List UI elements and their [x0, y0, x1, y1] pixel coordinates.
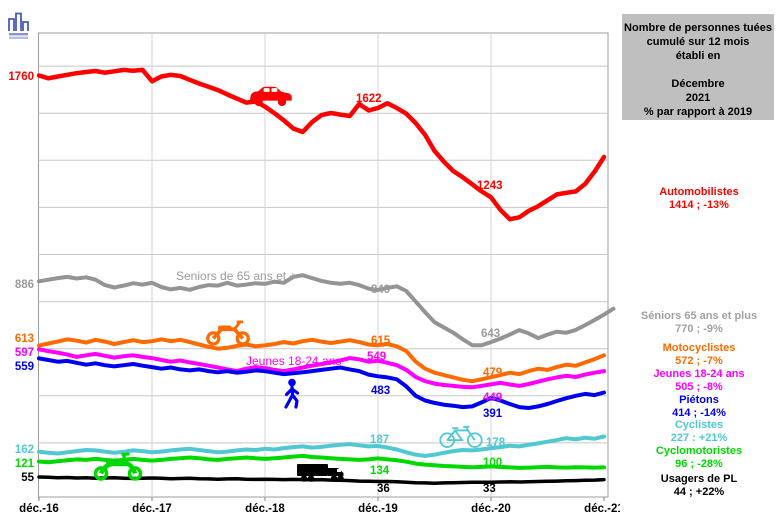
annotation-849: 849 [371, 284, 390, 296]
side-panel: Nombre de personnes tuées cumulé sur 12 … [620, 0, 778, 521]
annotation-483: 483 [371, 385, 390, 397]
legend-cyclomotoristes: Cyclomotoristes 96 ; -28% [620, 445, 778, 471]
y-axis-label: 597 [15, 347, 34, 359]
annotation-36: 36 [377, 483, 390, 495]
legend-automobilistes: Automobilistes 1414 ; -13% [620, 186, 778, 212]
series-line-jeunes-18-24-ans [37, 347, 606, 390]
x-axis-label: déc.-21 [584, 503, 620, 515]
annotation-100: 100 [483, 457, 502, 469]
legend-seniors: Séniors 65 ans et plus 770 ; -9% [620, 310, 778, 336]
annotation-seniors-de-65-ans-et-: Seniors de 65 ans et + [176, 269, 296, 283]
x-axis-label: déc.-16 [19, 503, 59, 515]
legend-label: Cyclomotoristes [655, 445, 743, 457]
legend-label: Automobilistes [659, 186, 739, 198]
title-line: établi en [675, 50, 721, 62]
annotation-33: 33 [483, 483, 496, 495]
series-line-cyclistes [37, 434, 606, 458]
annotation-391: 391 [483, 408, 503, 420]
annotation-1243: 1243 [477, 180, 503, 192]
x-axis-label: déc.-20 [471, 503, 511, 515]
legend-value: 1414 ; -13% [669, 199, 729, 211]
legend-label: Jeunes 18-24 ans [653, 368, 745, 380]
legend-value: 572 ; -7% [675, 355, 723, 367]
fatalities-line-chart: déc.-16 déc.-17 déc.-18 déc.-19 déc.-20 déc.-… [8, 32, 620, 515]
chart-title-box: Nombre de personnes tuées cumulé sur 12 … [622, 14, 774, 120]
title-line: cumulé sur 12 mois [646, 36, 750, 48]
x-axis-label: déc.-17 [132, 503, 172, 515]
legend-cyclistes: Cyclistes 227 : +21% [620, 419, 778, 445]
legend-label: Motocyclistes [662, 342, 736, 354]
x-axis-label: déc.-18 [245, 503, 285, 515]
y-axis-label: 886 [15, 279, 34, 291]
legend-label: Séniors 65 ans et plus [640, 310, 758, 322]
annotation-449: 449 [483, 392, 502, 404]
series-line-cyclomotoristes [37, 453, 606, 470]
buildings-icon [8, 12, 29, 39]
legend-value: 505 ; -8% [675, 381, 723, 393]
annotation-jeunes-18-24-ans: Jeunes 18-24 ans [246, 354, 341, 368]
y-axis-label: 1760 [8, 71, 34, 83]
legend-usagers-pl: Usagers de PL 44 ; +22% [620, 473, 778, 499]
series-line-motocyclistes [37, 337, 606, 384]
series-line-automobilistes [36, 67, 607, 222]
annotation-187: 187 [370, 434, 389, 446]
annotation-479: 479 [483, 367, 502, 379]
annotation-1622: 1622 [356, 93, 382, 105]
series-line-usagers-de-pl [37, 475, 606, 485]
legend-value: 96 ; -28% [675, 458, 723, 470]
title-line: Nombre de personnes tuées [624, 22, 772, 34]
y-axis-label: 613 [15, 333, 34, 345]
legend-label: Cyclistes [674, 419, 724, 431]
legend-value: 770 ; -9% [675, 323, 723, 335]
legend-label: Piétons [679, 394, 719, 406]
y-axis-label: 162 [15, 444, 34, 456]
y-axis-label: 121 [15, 458, 35, 470]
x-gridlines: déc.-16 déc.-17 déc.-18 déc.-19 déc.-20 déc.-… [19, 33, 620, 515]
title-line: Décembre [671, 78, 725, 90]
y-axis-label: 559 [15, 361, 34, 373]
legend-motocyclistes: Motocyclistes 572 ; -7% [620, 342, 778, 368]
legend-jeunes: Jeunes 18-24 ans 505 ; -8% [620, 368, 778, 394]
plot-frame [38, 32, 609, 498]
legend-pietons: Piétons 414 ; -14% [620, 394, 778, 420]
annotation-643: 643 [481, 328, 500, 340]
legend-value: 227 : +21% [670, 432, 728, 444]
series-line-seniors-de-65-ans-et- [37, 273, 616, 348]
annotation-178: 178 [486, 437, 506, 449]
annotation-549: 549 [367, 351, 386, 363]
onisr-logo [6, 10, 36, 44]
title-gap [622, 63, 774, 77]
legend-value: 414 ; -14% [672, 407, 726, 419]
title-line: 2021 [685, 92, 711, 104]
y-axis-label: 55 [21, 472, 34, 484]
legend-value: 44 ; +22% [673, 486, 725, 498]
annotation-134: 134 [370, 465, 390, 477]
annotation-615: 615 [371, 335, 391, 347]
series-line-pi-tons [37, 356, 606, 410]
x-axis-label: déc.-19 [358, 503, 398, 515]
legend-label: Usagers de PL [660, 473, 738, 485]
title-line: % par rapport à 2019 [643, 106, 753, 118]
